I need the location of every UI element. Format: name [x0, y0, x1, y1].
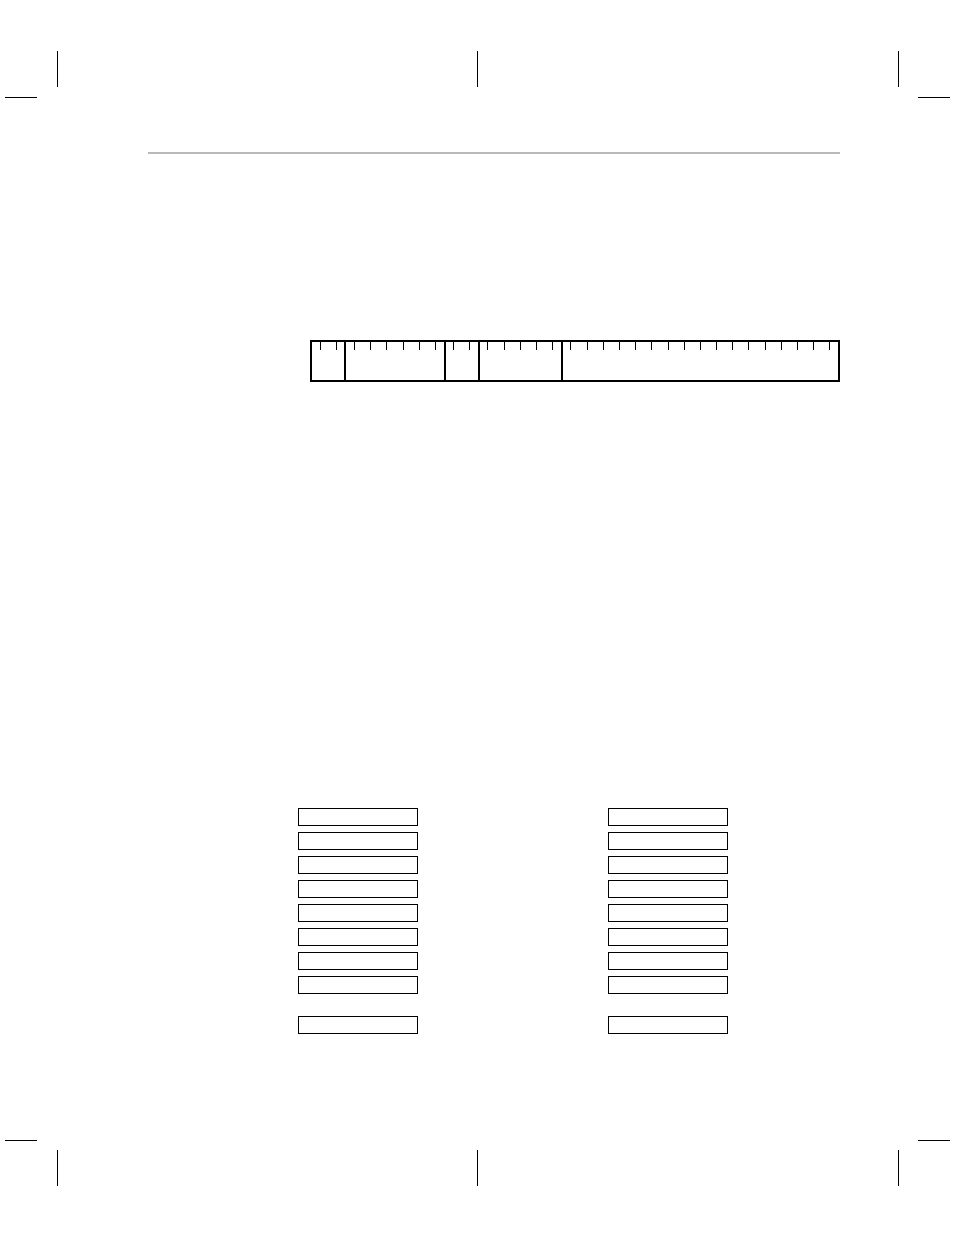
- bit-tick: [603, 342, 604, 350]
- stack-row: [298, 904, 418, 922]
- stack-row: [608, 928, 728, 946]
- bit-tick: [419, 342, 420, 350]
- register-field: [480, 342, 563, 380]
- stack-left: [298, 808, 418, 1040]
- stack-row: [608, 832, 728, 850]
- stack-row: [298, 976, 418, 994]
- stack-row: [608, 808, 728, 826]
- bit-tick: [619, 342, 620, 350]
- stack-right: [608, 808, 728, 1040]
- stack-row: [298, 1016, 418, 1034]
- register-field: [446, 342, 480, 380]
- bit-tick: [354, 342, 355, 350]
- stack-row: [298, 808, 418, 826]
- crop-mark-top-left-v: [57, 51, 58, 87]
- bit-tick: [829, 342, 830, 350]
- bit-tick: [732, 342, 733, 350]
- bit-tick: [813, 342, 814, 350]
- stack-row: [608, 952, 728, 970]
- crop-mark-top-right-h: [918, 97, 950, 98]
- crop-mark-bottom-left-v: [57, 1150, 58, 1186]
- bit-tick: [651, 342, 652, 350]
- stack-row: [608, 904, 728, 922]
- bit-tick: [668, 342, 669, 350]
- stack-row: [298, 832, 418, 850]
- crop-mark-bottom-left-h: [5, 1140, 37, 1141]
- bit-tick: [700, 342, 701, 350]
- bit-tick: [370, 342, 371, 350]
- crop-mark-bottom-right-v: [898, 1150, 899, 1186]
- stack-row: [608, 880, 728, 898]
- bit-tick: [469, 342, 470, 350]
- stack-row: [608, 976, 728, 994]
- stack-row: [298, 928, 418, 946]
- stack-row: [298, 952, 418, 970]
- register-diagram: [310, 340, 840, 382]
- stack-row: [608, 856, 728, 874]
- register-field: [346, 342, 445, 380]
- bit-tick: [587, 342, 588, 350]
- bit-tick: [635, 342, 636, 350]
- bit-tick: [781, 342, 782, 350]
- bit-tick: [487, 342, 488, 350]
- crop-mark-top-left-h: [5, 97, 37, 98]
- bit-tick: [320, 342, 321, 350]
- bit-tick: [684, 342, 685, 350]
- bit-tick: [536, 342, 537, 350]
- crop-mark-top-center-v: [477, 51, 478, 87]
- crop-mark-top-right-v: [898, 51, 899, 87]
- crop-mark-bottom-center-v: [477, 1150, 478, 1186]
- bit-tick: [336, 342, 337, 350]
- bit-tick: [453, 342, 454, 350]
- bit-tick: [797, 342, 798, 350]
- register-field: [563, 342, 838, 380]
- stack-row: [298, 856, 418, 874]
- bit-tick: [435, 342, 436, 350]
- register-field: [312, 342, 346, 380]
- bit-tick: [403, 342, 404, 350]
- bit-tick: [748, 342, 749, 350]
- header-rule: [148, 152, 840, 154]
- bit-tick: [386, 342, 387, 350]
- bit-tick: [552, 342, 553, 350]
- stack-row: [298, 880, 418, 898]
- bit-tick: [570, 342, 571, 350]
- bit-tick: [765, 342, 766, 350]
- bit-tick: [520, 342, 521, 350]
- bit-tick: [716, 342, 717, 350]
- bit-tick: [504, 342, 505, 350]
- crop-mark-bottom-right-h: [918, 1140, 950, 1141]
- stack-row: [608, 1016, 728, 1034]
